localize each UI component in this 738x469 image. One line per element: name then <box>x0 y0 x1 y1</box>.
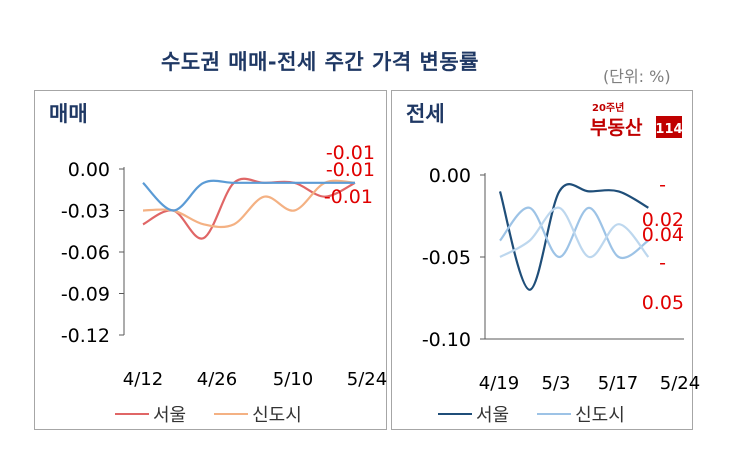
jeonse-data-label: - <box>659 252 666 274</box>
sale-legend: 서울 신도시 <box>115 401 330 427</box>
jeonse-y-tick-label: -0.10 <box>422 329 471 351</box>
legend-item-seoul: 서울 <box>115 401 186 427</box>
logo-anniversary-text: 20주년 <box>592 101 624 114</box>
sale-y-tick-label: 0.00 <box>68 159 110 181</box>
legend-item-newtown: 신도시 <box>214 401 302 427</box>
sale-x-tick-label: 4/12 <box>123 369 163 390</box>
logo-number-box <box>656 116 682 138</box>
legend-label-newtown: 신도시 <box>252 405 302 426</box>
jeonse-data-label: - <box>659 174 666 196</box>
legend-item-newtown-jeonse: 신도시 <box>537 401 625 427</box>
legend-swatch-seoul <box>115 413 149 415</box>
legend-label-newtown-jeonse: 신도시 <box>575 405 625 426</box>
legend-swatch-newtown <box>214 413 249 415</box>
sale-data-label: -0.01 <box>326 142 375 164</box>
jeonse-x-tick-label: 5/3 <box>542 373 571 394</box>
legend-swatch-seoul-jeonse <box>438 413 472 415</box>
legend-label-seoul-jeonse: 서울 <box>476 405 510 426</box>
jeonse-legend: 서울 신도시 <box>438 401 653 427</box>
logo-number-text: 114 <box>655 122 682 137</box>
sale-y-tick-label: -0.06 <box>61 242 110 264</box>
sale-data-label: -0.01 <box>326 159 375 181</box>
jeonse-x-tick-label: 4/19 <box>479 373 519 394</box>
sale-series-line-1 <box>142 179 356 229</box>
sale-x-tick-label: 4/26 <box>197 369 237 390</box>
legend-label-seoul: 서울 <box>153 405 187 426</box>
jeonse-series-line-2 <box>499 206 650 259</box>
jeonse-y-tick-label: 0.00 <box>429 165 471 187</box>
legend-swatch-newtown-jeonse <box>537 413 572 415</box>
sale-y-tick-label: -0.03 <box>61 201 110 223</box>
jeonse-data-label: 0.02 <box>642 209 684 231</box>
sale-x-tick-label: 5/24 <box>347 369 387 390</box>
jeonse-panel: 전세 0.00 -0.05 -0.10 4/19 5/3 5/17 5/24-0.02 0.0… <box>391 90 700 430</box>
sale-data-label: -0.01 <box>324 186 373 208</box>
sale-y-tick-label: -0.12 <box>61 325 110 347</box>
sale-x-tick-label: 5/10 <box>273 369 313 390</box>
jeonse-data-label: 0.05 <box>642 292 684 314</box>
logo-main-text: 부동산 <box>590 117 643 139</box>
jeonse-data-label: 0.04 <box>642 224 684 246</box>
sale-series-line-2 <box>142 179 355 212</box>
jeonse-x-tick-label: 5/24 <box>660 373 700 394</box>
legend-item-seoul-jeonse: 서울 <box>438 401 509 427</box>
jeonse-y-tick-label: -0.05 <box>422 247 471 269</box>
sale-panel: 매매 0.00 -0.03 -0.06 -0.09 -0.12 4/12 4/26 5/10 5… <box>34 90 387 430</box>
jeonse-series-line-0 <box>498 183 649 291</box>
sale-panel-title: 매매 <box>49 102 88 126</box>
chart-title: 수도권 매매-전세 주간 가격 변동률 <box>161 50 479 74</box>
jeonse-chart: 0.00-0.05-0.104/19 5/3 5/17 5/24-0.020.04-0… <box>422 165 700 394</box>
unit-label: (단위: %) <box>603 67 671 86</box>
jeonse-x-tick-label: 5/17 <box>598 373 638 394</box>
sale-y-tick-label: -0.09 <box>61 284 110 306</box>
sale-chart: 0.00 -0.03 -0.06 -0.09 -0.12 4/12 4/26 5/10 5/24… <box>61 142 387 390</box>
budongsan114-logo: 20주년 부동산 114 <box>590 101 683 139</box>
jeonse-panel-title: 전세 <box>406 102 445 126</box>
